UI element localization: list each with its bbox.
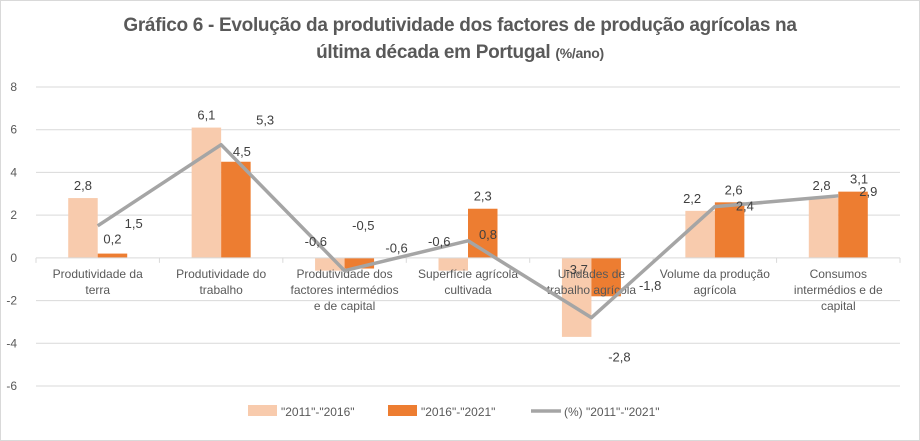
category-label: Consumos intermédios e de capital [794,267,883,313]
category-label-line: trabalho [199,283,243,297]
y-tick-label: 0 [10,251,17,265]
data-label-2011-2016: -0,6 [305,234,327,249]
legend-label: (%) "2011"-"2021" [564,405,660,419]
y-axis-ticks: 8 6 4 2 0 -2 -4 -6 [6,80,17,393]
category-label-line: factores intermédios [291,283,399,297]
category-label-line: terra [85,283,110,297]
bars [68,127,868,337]
category-labels: Produtividade da terra Produtividade do tra… [53,267,883,313]
category-label-line: Produtividade da [53,267,143,281]
y-tick-label: -4 [6,336,17,350]
legend-swatch [388,405,417,416]
category-label-line: trabalho agrícola [547,283,637,297]
category-label: Volume da produção agrícola [660,267,770,297]
data-labels: 2,8 6,1 -0,6 -0,6 -3,7 2,2 2,8 0,2 4,5 -0,5 2,3 -1,… [74,108,877,365]
y-tick-label: 4 [10,165,17,179]
y-tick-label: -2 [6,294,17,308]
category-label-line: Consumos [810,267,867,281]
data-label-line: 2,4 [736,199,754,214]
y-tick-label: 8 [10,80,17,94]
category-label-line: capital [821,299,856,313]
legend-label: "2011"-"2016" [281,405,355,419]
bar-series-2016-2021 [344,257,375,269]
category-label: Unidades de trabalho agrícola [547,267,637,297]
category-label-line: intermédios e de [794,283,883,297]
category-label-line: Produtividade do [176,267,266,281]
data-label-2016-2021: 4,5 [233,144,251,159]
category-label: Produtividade dos factores intermédios e d… [291,267,399,313]
y-tick-label: -6 [6,379,17,393]
legend-label: "2016"-"2021" [421,405,495,419]
chart-title-line2: última década em Portugal (%/ano) [0,39,920,67]
bar-series-2016-2021 [838,191,868,258]
data-label-2011-2016: 2,8 [74,178,92,193]
data-label-line: 2,9 [859,184,877,199]
legend-swatch [248,405,277,416]
chart-title-line2-text: última década em Portugal [316,42,551,63]
category-label-line: Unidades de [558,267,626,281]
category-label-line: agrícola [694,283,737,297]
data-label-2011-2016: 2,8 [812,178,830,193]
data-label-2011-2016: 6,1 [197,108,215,123]
data-label-line: 0,8 [479,227,497,242]
category-label-line: Volume da produção [660,267,770,281]
data-label-2016-2021: 2,3 [474,189,492,204]
bar-series-2011-2016 [561,257,592,337]
data-label-2011-2016: 2,2 [683,191,701,206]
chart-title-unit: (%/ano) [555,45,604,61]
category-label-line: Produtividade dos [297,267,393,281]
data-label-2011-2016: -0,6 [428,234,450,249]
data-label-line: -2,8 [608,350,630,365]
data-label-2016-2021: -0,5 [352,218,374,233]
category-label-line: Superfície agrícola [418,267,518,281]
chart-title-line1: Gráfico 6 - Evolução da produtividade do… [123,15,797,36]
category-label: Superfície agrícola cultivada [418,267,518,297]
data-label-line: 1,5 [125,216,143,231]
data-label-2011-2016: -3,7 [565,262,587,277]
data-label-line: -0,6 [385,241,407,256]
data-label-2016-2021: 0,2 [103,232,121,247]
bar-series-2011-2016 [808,198,839,258]
y-tick-label: 6 [10,123,17,137]
bar-series-2016-2021 [591,257,621,297]
category-label: Produtividade do trabalho [176,267,266,297]
bar-series-2016-2021 [97,253,128,258]
bar-series-2016-2021 [221,161,251,258]
data-label-2016-2021: 3,1 [850,172,868,187]
y-tick-label: 2 [10,208,17,222]
category-label-line: e de capital [314,299,375,313]
bar-series-2011-2016 [438,257,468,271]
bar-series-2016-2021 [714,202,745,258]
category-label: Produtividade da terra [53,267,143,297]
data-label-line: 5,3 [256,113,274,128]
bar-series-2011-2016 [68,198,98,258]
legend: "2011"-"2016" "2016"-"2021" (%) "2011"-"20… [248,405,660,419]
line-series [96,142,839,320]
data-label-2016-2021: 2,6 [725,182,743,197]
chart-title: Gráfico 6 - Evolução da produtividade do… [0,12,920,67]
data-label-2016-2021: -1,8 [639,278,661,293]
category-label-line: cultivada [444,283,492,297]
